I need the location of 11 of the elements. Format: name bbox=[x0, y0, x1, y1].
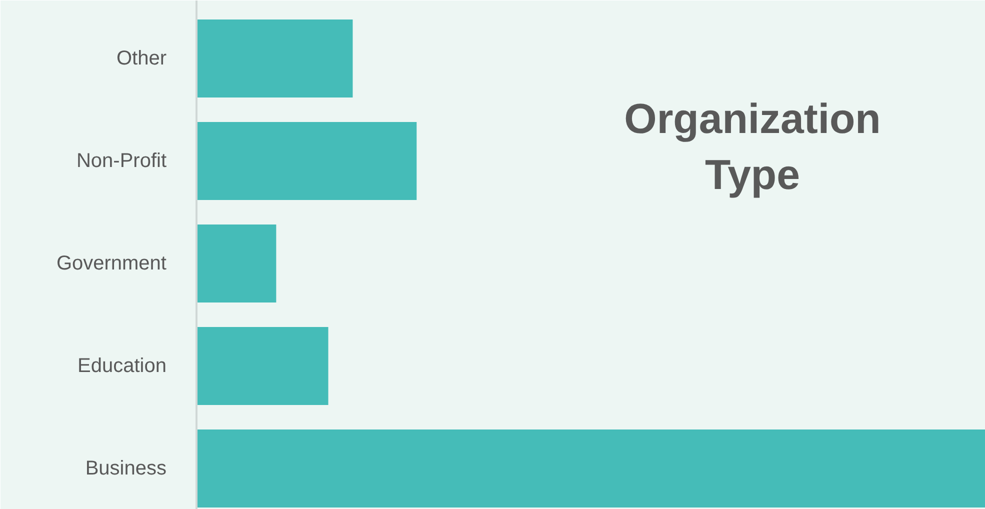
y-tick-label: Government bbox=[56, 252, 167, 274]
bar bbox=[196, 20, 353, 98]
y-tick-label: Education bbox=[78, 355, 167, 377]
text: Organization Type bbox=[624, 94, 881, 198]
y-tick-label: Non-Profit bbox=[76, 150, 167, 172]
bar bbox=[196, 430, 985, 508]
bar bbox=[196, 224, 276, 302]
bar bbox=[196, 122, 417, 200]
y-tick-label: Other bbox=[116, 48, 167, 70]
y-tick-label: Business bbox=[85, 458, 167, 480]
bar bbox=[196, 327, 328, 405]
